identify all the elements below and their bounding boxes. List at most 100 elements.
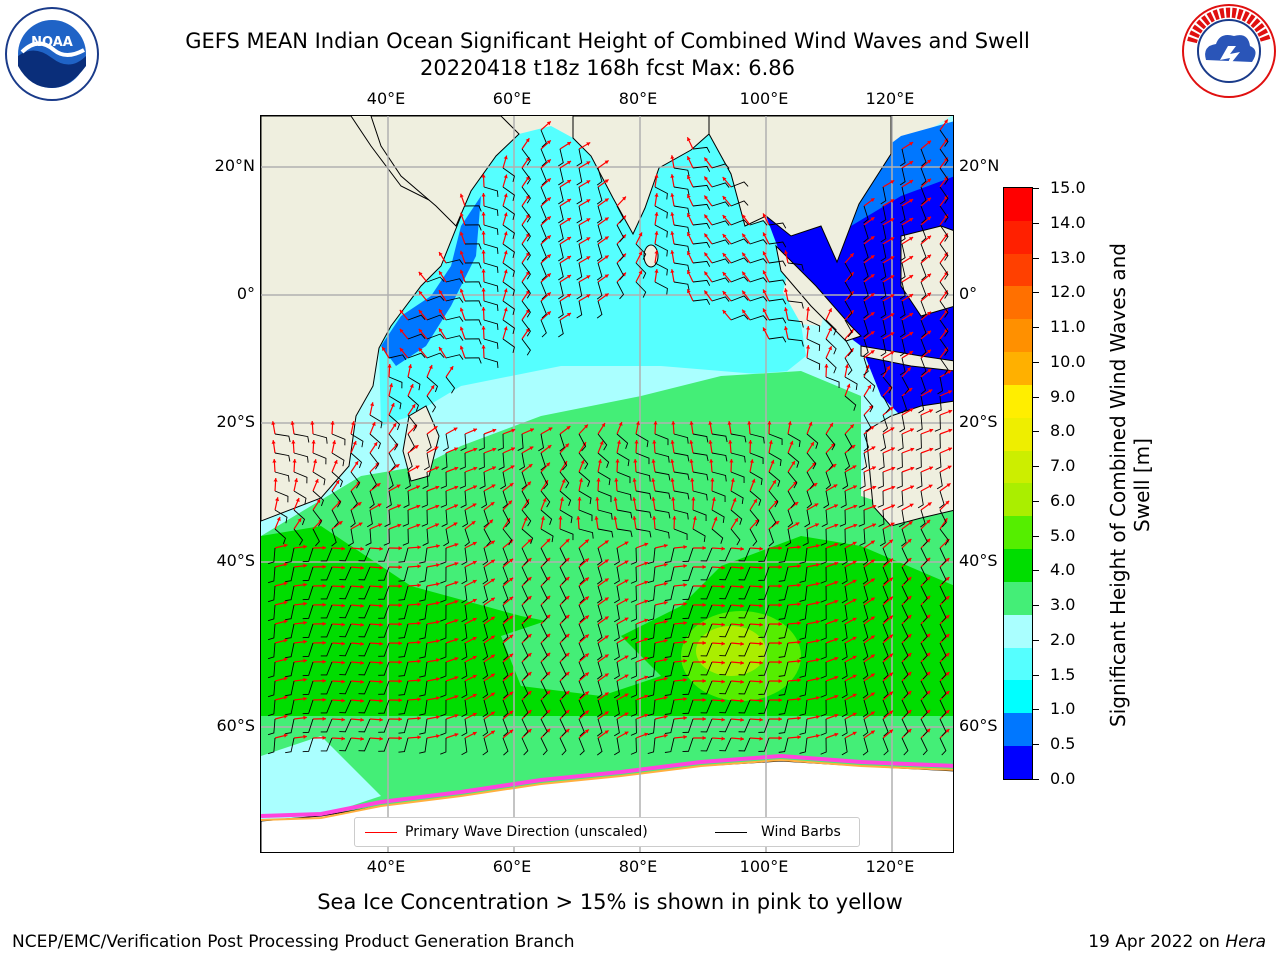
colorbar-tick-mark bbox=[1033, 779, 1039, 780]
wave-arrow-head bbox=[454, 600, 459, 604]
wave-arrow-head bbox=[436, 677, 440, 682]
wind-barb bbox=[862, 642, 869, 661]
sea-ice-fringe bbox=[261, 753, 953, 818]
map-panel bbox=[260, 115, 954, 853]
wave-arrow-head bbox=[577, 497, 582, 501]
wave-arrow-head bbox=[834, 561, 839, 566]
wave-arrow-head bbox=[759, 603, 763, 608]
wave-arrow-head bbox=[509, 596, 514, 601]
wave-arrow-head bbox=[747, 421, 752, 425]
wind-barb bbox=[540, 737, 548, 756]
wave-arrow-head bbox=[888, 710, 893, 715]
wave-arrow-head bbox=[459, 288, 464, 293]
wave-arrow-head bbox=[683, 563, 687, 569]
wave-arrow-head bbox=[509, 672, 514, 677]
wind-barb bbox=[920, 642, 928, 661]
wind-barb bbox=[899, 224, 906, 243]
wind-barb bbox=[339, 566, 352, 581]
wind-barb bbox=[538, 433, 544, 452]
wind-barb bbox=[419, 737, 428, 754]
wind-barb bbox=[267, 642, 276, 660]
colorbar-tick-label: 5.0 bbox=[1050, 525, 1076, 545]
bottom-lon-tick: 100°E bbox=[739, 857, 789, 876]
wind-barb bbox=[692, 203, 711, 210]
wave-arrow-head bbox=[772, 479, 776, 484]
wave-arrow-head bbox=[704, 195, 709, 200]
wind-barb bbox=[482, 718, 489, 737]
wind-barb bbox=[700, 699, 713, 714]
wave-arrow-head bbox=[624, 617, 629, 622]
wind-barb bbox=[388, 471, 394, 490]
wave-arrow-head bbox=[805, 326, 811, 330]
wave-arrow-head bbox=[889, 407, 894, 411]
wind-barb bbox=[426, 376, 439, 393]
australia-land bbox=[865, 400, 953, 527]
wind-barb bbox=[464, 319, 482, 326]
wave-arrow-head bbox=[926, 519, 931, 524]
wind-barb bbox=[899, 300, 906, 319]
wave-arrow-head bbox=[473, 447, 478, 452]
wave-arrow-head bbox=[742, 309, 746, 314]
wind-barb bbox=[768, 452, 782, 466]
wind-barb bbox=[559, 718, 567, 737]
wind-barb bbox=[738, 737, 751, 752]
wind-barb bbox=[768, 317, 787, 324]
colorbar-tick-mark bbox=[1033, 361, 1039, 363]
wind-barb bbox=[939, 281, 949, 299]
wind-barb bbox=[597, 471, 611, 486]
wave-arrow-head bbox=[907, 615, 912, 619]
wind-barb bbox=[711, 258, 730, 264]
wind-barb bbox=[821, 509, 828, 527]
wave-arrow-head bbox=[907, 672, 912, 676]
wave-arrow-head bbox=[341, 641, 345, 646]
wave-arrow-head bbox=[584, 558, 589, 563]
wind-barb bbox=[673, 262, 690, 272]
wave-arrow-head bbox=[449, 366, 454, 371]
wave-arrow-head bbox=[778, 641, 782, 646]
wave-arrow-head bbox=[275, 497, 280, 502]
wind-barb bbox=[939, 661, 947, 680]
wind-barb bbox=[320, 585, 333, 600]
wave-arrow-head bbox=[594, 516, 599, 520]
wave-arrow-head bbox=[434, 466, 439, 471]
wind-barb bbox=[267, 699, 276, 717]
wave-arrow-head bbox=[622, 234, 626, 239]
wave-arrow-head bbox=[459, 212, 464, 217]
wind-barb bbox=[692, 279, 711, 286]
wind-barb bbox=[787, 490, 796, 509]
wind-barb bbox=[312, 509, 323, 527]
wind-barb bbox=[578, 718, 585, 737]
arabian-sea-zone bbox=[379, 126, 806, 426]
wave-arrow-head bbox=[303, 639, 307, 644]
wave-arrow-head bbox=[341, 565, 345, 570]
wind-barb bbox=[806, 471, 815, 490]
wind-barb bbox=[863, 395, 874, 413]
wind-barb bbox=[445, 354, 464, 360]
wave-arrow-head bbox=[687, 232, 691, 237]
wave-arrow-head bbox=[927, 216, 932, 221]
wind-barb bbox=[576, 186, 583, 205]
wind-barb bbox=[440, 547, 447, 565]
wind-barb bbox=[483, 509, 489, 528]
wind-barb bbox=[880, 281, 887, 300]
wave-arrow-head bbox=[322, 716, 326, 721]
wind-barb bbox=[841, 680, 848, 699]
wave-arrow-head bbox=[330, 421, 335, 425]
wind-barb bbox=[378, 604, 390, 619]
wave-arrow-head bbox=[888, 691, 893, 696]
wave-arrow-head bbox=[459, 231, 464, 236]
wave-arrow-head bbox=[670, 193, 675, 197]
wave-arrow-head bbox=[834, 599, 839, 604]
wind-barb bbox=[939, 243, 949, 261]
wind-barb bbox=[358, 585, 371, 600]
wind-barb bbox=[407, 333, 426, 340]
wind-barb bbox=[841, 661, 848, 680]
wind-barb bbox=[647, 680, 656, 697]
wave-arrow-head bbox=[283, 619, 288, 624]
wind-barb bbox=[502, 243, 515, 259]
wind-barb bbox=[749, 528, 758, 547]
wind-barb bbox=[920, 528, 928, 547]
wave-arrow-head bbox=[632, 516, 637, 520]
wave-arrow-head bbox=[459, 193, 464, 198]
wave-arrow-head bbox=[390, 403, 395, 407]
